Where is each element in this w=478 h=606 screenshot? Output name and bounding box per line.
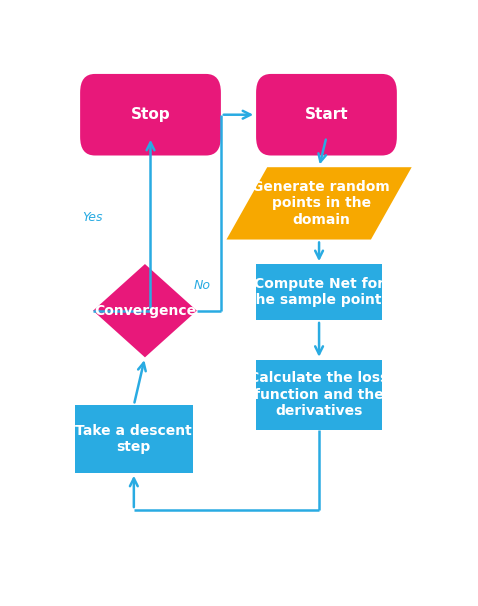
Text: Convergence: Convergence — [94, 304, 196, 318]
FancyBboxPatch shape — [256, 74, 397, 156]
Text: Calculate the loss
function and the
derivatives: Calculate the loss function and the deri… — [250, 371, 389, 418]
Text: Generate random
points in the
domain: Generate random points in the domain — [252, 180, 390, 227]
Text: Take a descent
step: Take a descent step — [76, 424, 192, 454]
FancyBboxPatch shape — [256, 264, 382, 320]
Text: Compute Net for
the sample points: Compute Net for the sample points — [249, 277, 390, 307]
FancyBboxPatch shape — [75, 405, 193, 473]
FancyBboxPatch shape — [256, 360, 382, 430]
FancyBboxPatch shape — [80, 74, 221, 156]
Text: Stop: Stop — [130, 107, 170, 122]
Polygon shape — [93, 264, 197, 358]
Polygon shape — [227, 167, 412, 239]
Text: Start: Start — [304, 107, 348, 122]
Text: Yes: Yes — [82, 211, 102, 224]
Text: No: No — [194, 279, 211, 291]
